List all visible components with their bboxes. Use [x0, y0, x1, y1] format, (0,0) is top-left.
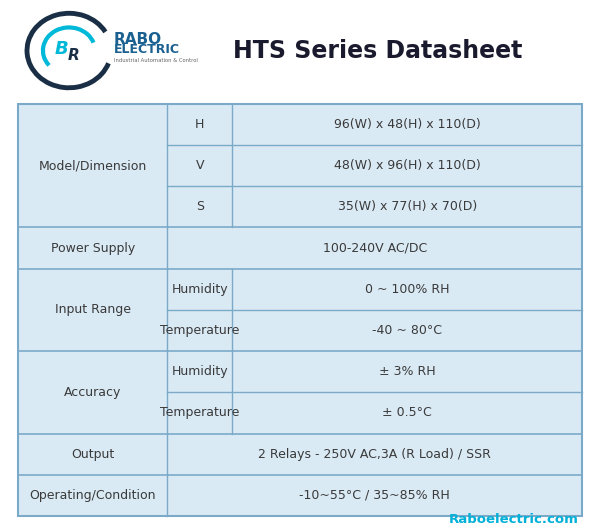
Text: ± 3% RH: ± 3% RH [379, 365, 436, 378]
Text: -10~55°C / 35~85% RH: -10~55°C / 35~85% RH [299, 489, 450, 502]
Text: 96(W) x 48(H) x 110(D): 96(W) x 48(H) x 110(D) [334, 118, 481, 131]
Text: RABO: RABO [114, 32, 162, 47]
Text: Accuracy: Accuracy [64, 386, 121, 399]
Text: Model/Dimension: Model/Dimension [38, 159, 147, 172]
Text: S: S [196, 201, 204, 213]
Text: HTS Series Datasheet: HTS Series Datasheet [233, 38, 523, 63]
Text: Temperature: Temperature [160, 324, 239, 337]
Text: 35(W) x 77(H) x 70(D): 35(W) x 77(H) x 70(D) [338, 201, 477, 213]
Text: B: B [55, 40, 68, 57]
Text: -40 ~ 80°C: -40 ~ 80°C [372, 324, 442, 337]
Text: ± 0.5°C: ± 0.5°C [382, 406, 432, 419]
Text: V: V [196, 159, 204, 172]
Text: Power Supply: Power Supply [50, 242, 135, 254]
Bar [18, 104, 582, 516]
Text: Output: Output [71, 448, 115, 461]
Text: 100-240V AC/DC: 100-240V AC/DC [323, 242, 427, 254]
Text: Operating/Condition: Operating/Condition [29, 489, 156, 502]
Text: R: R [67, 47, 79, 62]
Text: Temperature: Temperature [160, 406, 239, 419]
Text: H: H [195, 118, 205, 131]
Text: Humidity: Humidity [172, 365, 228, 378]
Text: Humidity: Humidity [172, 283, 228, 296]
Text: Industrial Automation & Control: Industrial Automation & Control [114, 59, 198, 63]
Text: 0 ~ 100% RH: 0 ~ 100% RH [365, 283, 449, 296]
Text: 48(W) x 96(H) x 110(D): 48(W) x 96(H) x 110(D) [334, 159, 481, 172]
Text: Input Range: Input Range [55, 303, 131, 317]
Text: 2 Relays - 250V AC,3A (R Load) / SSR: 2 Relays - 250V AC,3A (R Load) / SSR [258, 448, 491, 461]
Text: Raboelectric.com: Raboelectric.com [449, 513, 579, 526]
Text: ELECTRIC: ELECTRIC [114, 43, 180, 56]
